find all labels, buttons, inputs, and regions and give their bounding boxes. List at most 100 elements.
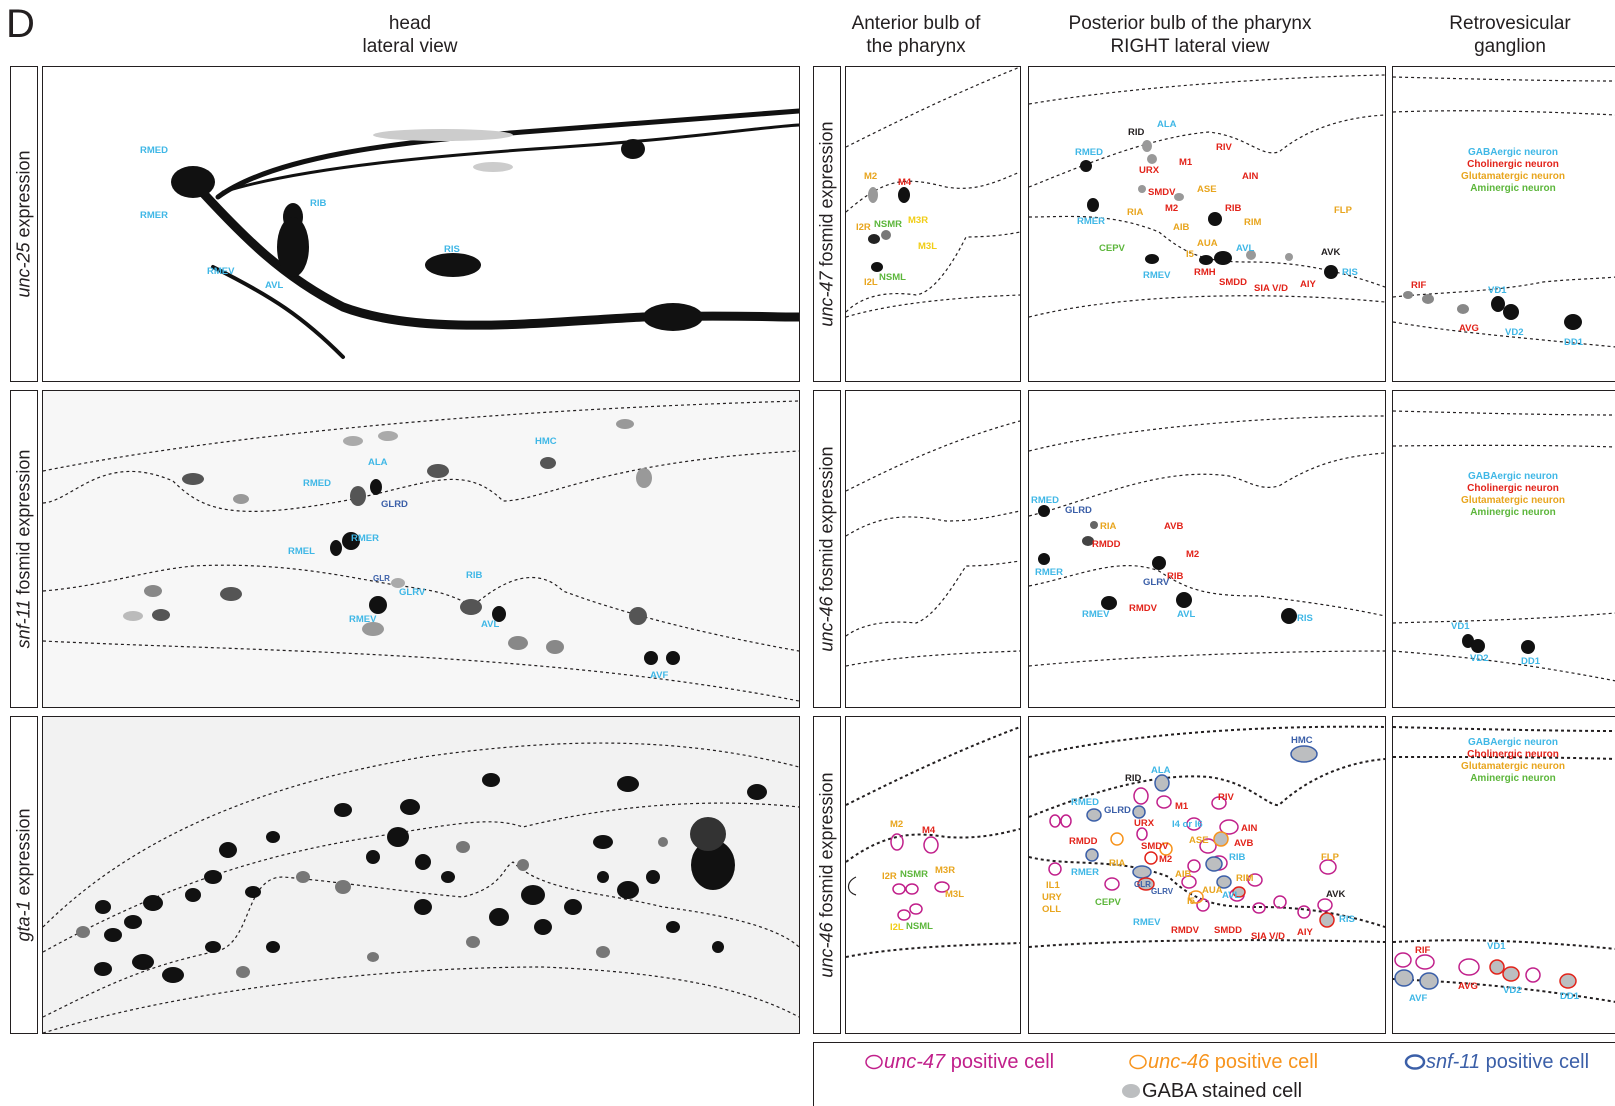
legend-aminergic: Aminergic neuron	[1470, 183, 1556, 194]
row-label-snf11: snf-11 fosmid expression	[10, 390, 38, 708]
neuron-label: I2R	[882, 871, 897, 882]
neuron-label: AIN	[1241, 823, 1258, 834]
image-retro-unc46: GABAergic neuron Cholinergic neuron Glut…	[1392, 390, 1615, 708]
row-label-text: fosmid expression	[816, 121, 837, 272]
neuron-label: SIA V/D	[1254, 283, 1288, 294]
neuron-label: RMED	[1075, 147, 1103, 158]
neuron-label: RIF	[1411, 280, 1427, 291]
neuron-label: AVK	[1326, 889, 1346, 900]
neuron-label: M3R	[908, 215, 929, 226]
neuron-label: RIB	[1229, 852, 1246, 863]
image-head-gta1	[42, 716, 800, 1034]
neuron-label: RIB	[1225, 203, 1242, 214]
column-header-line: lateral view	[362, 36, 458, 57]
gene-name: unc-47	[884, 1051, 946, 1073]
micrograph	[1393, 76, 1615, 348]
neuron-label: AUA	[1197, 238, 1218, 249]
schematic	[1029, 725, 1385, 948]
neuron-label: AVB	[1234, 838, 1254, 849]
neuron-label: VD1	[1451, 621, 1470, 632]
neuron-label: RIS	[1342, 267, 1358, 278]
row-label-text: fosmid expression	[816, 446, 837, 597]
neuron-label: RIF	[1415, 945, 1431, 956]
legend-cholinergic: Cholinergic neuron	[1467, 159, 1559, 170]
neuron-label: AVG	[1458, 981, 1478, 992]
gene-name: unc-46	[816, 596, 837, 652]
image-anterior-schematic: M2 M4 I2R NSMR M3R M3L I2L NSML	[845, 716, 1021, 1034]
neuron-label: RIA	[1100, 521, 1117, 532]
neuron-label: AVL	[1222, 890, 1241, 901]
neuron-label: GLRV	[1143, 577, 1170, 588]
neuron-label: RMDD	[1069, 836, 1098, 847]
neuron-label: RID	[1125, 773, 1142, 784]
neuron-label: DD1	[1521, 656, 1541, 667]
neuron-label: M1	[1175, 801, 1189, 812]
image-anterior-unc46	[845, 390, 1021, 708]
legend-gaba: GABAergic neuron	[1467, 737, 1558, 748]
neuron-label: DD1	[1560, 991, 1580, 1002]
neuron-type-legend: GABAergic neuron Cholinergic neuron Glut…	[1433, 471, 1593, 519]
row-label-unc46-schematic: unc-46 fosmid expression	[813, 716, 841, 1034]
neuron-label: M4	[898, 177, 912, 188]
neuron-label: GLRD	[1065, 505, 1092, 516]
neuron-label: RMER	[1077, 216, 1105, 227]
neuron-label: NSML	[879, 272, 906, 283]
gene-name: gta-1	[13, 900, 34, 942]
legend-gaba-stained: GABA stained cell	[1120, 1080, 1302, 1103]
column-header-line: ganglion	[1474, 36, 1546, 57]
neuron-label: I5	[1186, 249, 1194, 260]
row-label-unc25: unc-25 expression	[10, 66, 38, 382]
legend-gaba: GABAergic neuron	[1467, 471, 1558, 482]
neuron-label: VD1	[1488, 285, 1507, 296]
neuron-label: M2	[1165, 203, 1179, 214]
schematic	[846, 726, 1020, 958]
neuron-label: AVB	[1164, 521, 1184, 532]
neuron-label: RID	[1128, 127, 1145, 138]
neuron-label: RIV	[1218, 792, 1234, 803]
neuron-label: RMEV	[1082, 609, 1110, 620]
image-posterior-unc47: RID ALA RMED URX M1 RIV SMDV AIN M2 ASE …	[1028, 66, 1386, 382]
row-label-text: expression	[13, 150, 34, 243]
neuron-label: RIB	[466, 570, 483, 581]
legend-unc47: unc-47 positive cell	[864, 1051, 1054, 1074]
neuron-label: NSMR	[874, 219, 902, 230]
column-header-line: Retrovesicular	[1449, 13, 1571, 34]
neuron-label: RMED	[1071, 797, 1099, 808]
neuron-label: URX	[1134, 818, 1155, 829]
column-header-line: the pharynx	[866, 36, 966, 57]
neuron-label: GLRD	[1104, 805, 1131, 816]
grey-ellipse-icon	[1122, 1084, 1140, 1098]
neuron-label: M2	[1159, 854, 1173, 865]
orange-ellipse-icon	[1129, 1054, 1147, 1070]
gene-name: unc-47	[816, 271, 837, 327]
neuron-label: SMDD	[1214, 925, 1242, 936]
neuron-label: AVF	[1409, 993, 1428, 1004]
neuron-label: RMH	[1194, 267, 1216, 278]
micrograph	[1029, 415, 1385, 667]
neuron-label: HMC	[535, 436, 557, 447]
column-header-line: RIGHT lateral view	[1110, 36, 1270, 57]
legend-glutamatergic: Glutamatergic neuron	[1461, 761, 1565, 772]
neuron-label: HMC	[1291, 735, 1313, 746]
row-label-unc46: unc-46 fosmid expression	[813, 390, 841, 708]
neuron-label: GLR	[1134, 880, 1151, 889]
neuron-label: RIB	[310, 198, 327, 209]
neuron-label: URY	[1042, 892, 1062, 903]
image-head-unc25: RMED RMER RIB RIS RMEV AVL	[42, 66, 800, 382]
neuron-label: M3R	[935, 865, 956, 876]
neuron-label: ASE	[1189, 835, 1209, 846]
neuron-label: AVL	[1236, 243, 1255, 254]
image-head-snf11: HMC ALA RMED GLRD RMER RMEL RIB GLR GLRV…	[42, 390, 800, 708]
neuron-label: RIS	[1297, 613, 1313, 624]
neuron-label: FLP	[1334, 205, 1352, 216]
micrograph	[1393, 410, 1615, 682]
neuron-label: RIM	[1244, 217, 1262, 228]
neuron-label: M2	[1186, 549, 1200, 560]
image-retro-schematic: GABAergic neuron Cholinergic neuron Glut…	[1392, 716, 1615, 1034]
neuron-label: RIM	[1236, 873, 1254, 884]
neuron-label: OLL	[1042, 904, 1061, 915]
row-label-text: expression	[13, 808, 34, 901]
neuron-label: RMDV	[1171, 925, 1199, 936]
neuron-label: IL1	[1046, 880, 1060, 891]
gene-name: unc-46	[816, 922, 837, 978]
